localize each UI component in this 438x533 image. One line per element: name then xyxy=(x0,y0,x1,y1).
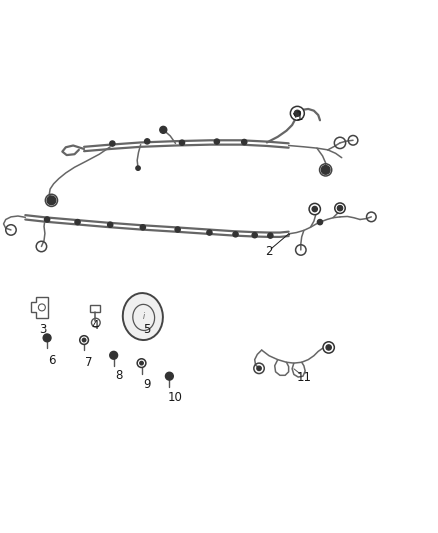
Ellipse shape xyxy=(123,293,163,340)
Circle shape xyxy=(136,166,140,171)
Circle shape xyxy=(323,342,334,353)
Circle shape xyxy=(252,232,257,238)
Circle shape xyxy=(45,217,49,222)
Circle shape xyxy=(290,107,304,120)
Circle shape xyxy=(312,206,318,212)
Circle shape xyxy=(207,230,212,235)
Text: 11: 11 xyxy=(297,371,311,384)
Circle shape xyxy=(110,141,115,146)
Text: 7: 7 xyxy=(85,356,92,369)
Text: i: i xyxy=(143,312,145,321)
Circle shape xyxy=(326,345,331,350)
Circle shape xyxy=(214,139,219,144)
Circle shape xyxy=(140,225,145,230)
Text: 9: 9 xyxy=(143,377,151,391)
Circle shape xyxy=(257,366,261,370)
Circle shape xyxy=(338,206,342,211)
Circle shape xyxy=(140,361,143,365)
Circle shape xyxy=(166,372,173,380)
Text: 6: 6 xyxy=(48,353,55,367)
Circle shape xyxy=(108,222,113,228)
Circle shape xyxy=(137,359,146,367)
Circle shape xyxy=(294,110,300,116)
Circle shape xyxy=(337,206,343,211)
Circle shape xyxy=(321,166,330,174)
Circle shape xyxy=(242,140,247,144)
Circle shape xyxy=(175,227,180,232)
Circle shape xyxy=(180,140,185,146)
Circle shape xyxy=(233,232,238,237)
Text: 8: 8 xyxy=(115,369,123,382)
Circle shape xyxy=(160,126,167,133)
Circle shape xyxy=(335,203,345,213)
Circle shape xyxy=(75,220,80,225)
Circle shape xyxy=(47,196,56,205)
Circle shape xyxy=(309,204,321,215)
Circle shape xyxy=(268,233,273,238)
Circle shape xyxy=(80,336,88,344)
Circle shape xyxy=(82,338,86,342)
Circle shape xyxy=(145,139,150,144)
Circle shape xyxy=(318,220,322,225)
Text: 4: 4 xyxy=(91,319,99,332)
Text: 2: 2 xyxy=(265,245,273,258)
Circle shape xyxy=(43,334,51,342)
Text: 3: 3 xyxy=(39,323,46,336)
Text: 5: 5 xyxy=(144,323,151,336)
Circle shape xyxy=(110,351,117,359)
Text: 1: 1 xyxy=(296,110,303,123)
Text: 10: 10 xyxy=(168,391,183,403)
